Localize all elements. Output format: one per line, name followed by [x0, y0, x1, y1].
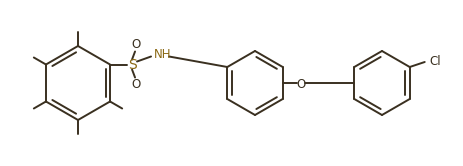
Text: Cl: Cl	[430, 54, 441, 68]
Text: O: O	[131, 38, 141, 51]
Text: NH: NH	[154, 48, 172, 61]
Text: S: S	[128, 57, 137, 72]
Text: O: O	[131, 78, 141, 91]
Text: O: O	[296, 78, 305, 90]
